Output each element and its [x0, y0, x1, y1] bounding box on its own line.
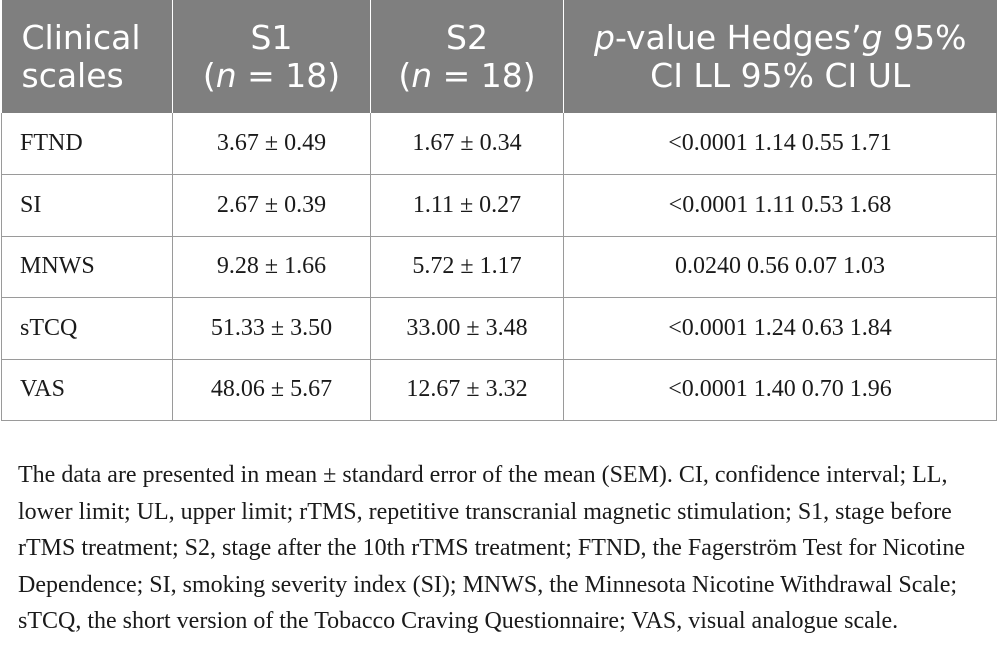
cell-stats: <0.0001 1.40 0.70 1.96 [563, 359, 997, 421]
table-row: MNWS 9.28 ± 1.66 5.72 ± 1.17 0.0240 0.56… [1, 236, 997, 298]
cell-scale: sTCQ [1, 297, 173, 360]
table-row: sTCQ 51.33 ± 3.50 33.00 ± 3.48 <0.0001 1… [1, 297, 997, 360]
cell-s1: 2.67 ± 0.39 [172, 174, 371, 237]
header-s2: S2 (n = 18) [370, 0, 564, 113]
table-container: Clinical scales S1 (n = 18) S2 (n = 18) … [1, 0, 997, 421]
clinical-scales-table: Clinical scales S1 (n = 18) S2 (n = 18) … [1, 0, 997, 421]
cell-stats: <0.0001 1.24 0.63 1.84 [563, 297, 997, 360]
cell-s1: 51.33 ± 3.50 [172, 297, 371, 360]
cell-stats: <0.0001 1.14 0.55 1.71 [563, 113, 997, 175]
cell-scale: VAS [1, 359, 173, 421]
table-footnote: The data are presented in mean ± standar… [18, 462, 966, 634]
cell-s2: 1.11 ± 0.27 [370, 174, 564, 237]
table-row: SI 2.67 ± 0.39 1.11 ± 0.27 <0.0001 1.11 … [1, 174, 997, 237]
cell-scale: FTND [1, 113, 173, 175]
cell-s1: 3.67 ± 0.49 [172, 113, 371, 175]
cell-s1: 48.06 ± 5.67 [172, 359, 371, 421]
header-statistics: p-value Hedges’g 95% CI LL 95% CI UL [563, 0, 997, 113]
cell-scale: SI [1, 174, 173, 237]
cell-s2: 5.72 ± 1.17 [370, 236, 564, 298]
cell-s2: 1.67 ± 0.34 [370, 113, 564, 175]
cell-s2: 12.67 ± 3.32 [370, 359, 564, 421]
cell-s2: 33.00 ± 3.48 [370, 297, 564, 360]
header-clinical-scales: Clinical scales [1, 0, 173, 113]
table-row: VAS 48.06 ± 5.67 12.67 ± 3.32 <0.0001 1.… [1, 359, 997, 421]
cell-stats: <0.0001 1.11 0.53 1.68 [563, 174, 997, 237]
cell-stats: 0.0240 0.56 0.07 1.03 [563, 236, 997, 298]
header-row: Clinical scales S1 (n = 18) S2 (n = 18) … [1, 0, 997, 113]
cell-scale: MNWS [1, 236, 173, 298]
table-row: FTND 3.67 ± 0.49 1.67 ± 0.34 <0.0001 1.1… [1, 113, 997, 175]
header-s1: S1 (n = 18) [172, 0, 371, 113]
cell-s1: 9.28 ± 1.66 [172, 236, 371, 298]
